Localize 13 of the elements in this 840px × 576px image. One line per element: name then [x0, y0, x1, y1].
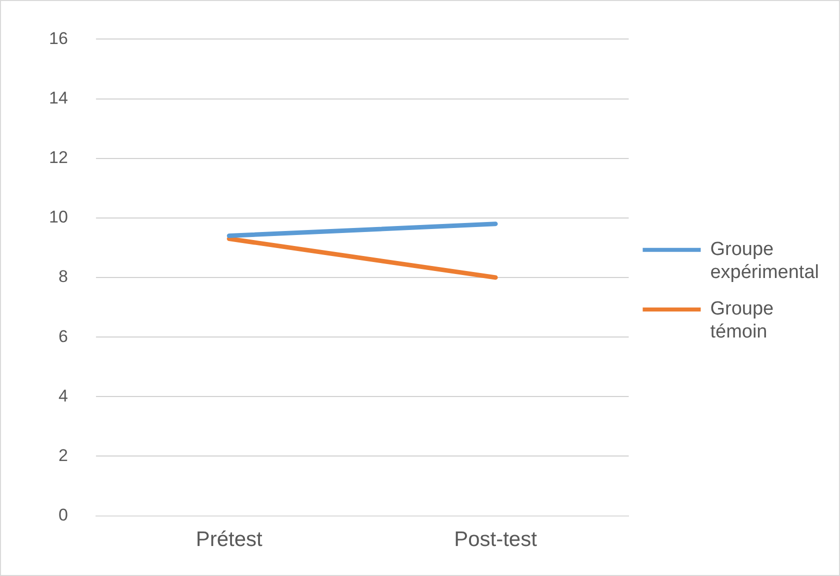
y-tick-label: 12: [48, 148, 68, 168]
y-tick-label: 16: [48, 28, 68, 48]
x-tick-label: Prétest: [196, 528, 263, 552]
y-tick-label: 2: [58, 446, 68, 465]
y-tick-label: 0: [58, 505, 68, 524]
x-tick-label: Post-test: [454, 528, 538, 552]
y-tick-label: 14: [48, 88, 68, 108]
legend-label: Groupe expérimental: [710, 239, 820, 283]
legend-label: Groupe témoin: [710, 298, 774, 343]
y-tick-label: 8: [58, 267, 68, 286]
y-tick-label: 6: [58, 326, 68, 346]
y-tick-label: 10: [48, 208, 68, 227]
y-tick-label: 4: [58, 386, 68, 406]
